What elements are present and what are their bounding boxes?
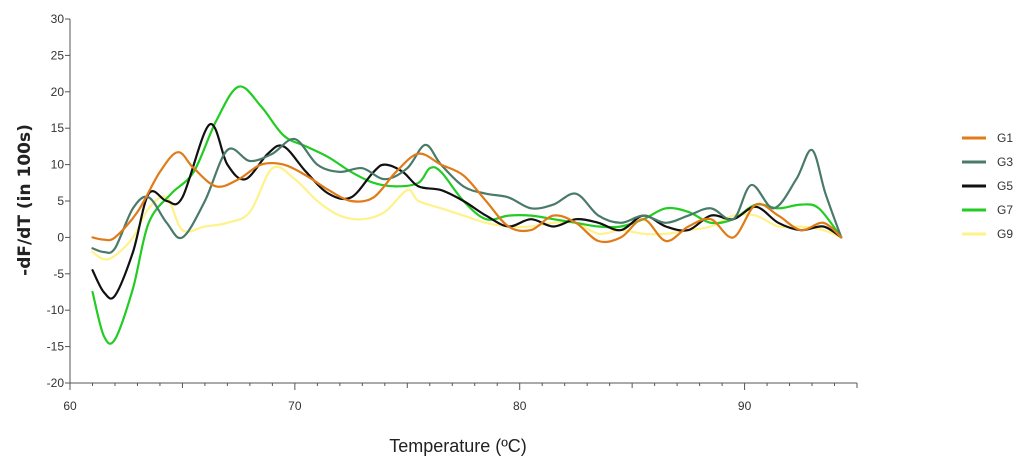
y-tick-label: 5: [57, 194, 64, 208]
y-tick-label: 30: [51, 12, 65, 26]
y-tick-label: 25: [51, 48, 65, 62]
y-tick-label: 10: [51, 158, 65, 172]
x-axis-label: Temperature (ºC): [389, 436, 527, 456]
y-tick-label: -5: [53, 267, 64, 281]
legend-label-g3: G3: [997, 155, 1013, 169]
series-line-g3: [91, 137, 843, 254]
x-tick-label: 80: [513, 399, 527, 413]
x-tick-label: 70: [288, 399, 302, 413]
y-tick-label: 15: [51, 121, 65, 135]
y-tick-label: -20: [47, 376, 65, 390]
series-line-g9: [91, 165, 843, 261]
x-tick-label: 90: [738, 399, 752, 413]
legend-label-g5: G5: [997, 179, 1013, 193]
y-axis-label: -dF/dT (in 100s): [15, 124, 35, 276]
legend-label-g7: G7: [997, 203, 1013, 217]
legend-label-g1: G1: [997, 131, 1013, 145]
legend: G1 G3 G5 G7 G9: [962, 131, 1013, 241]
y-tick-label: -15: [47, 340, 65, 354]
x-tick-label: 60: [63, 399, 77, 413]
series-line-g5: [91, 123, 843, 300]
series-layer: [91, 85, 843, 345]
y-tick-label: -10: [47, 303, 65, 317]
axes: -20 -15 -10 -5 0 5 10 15 20 25 30 60 70 80 90: [47, 12, 858, 413]
series-line-g1: [91, 151, 843, 244]
series-line-g7: [91, 85, 843, 345]
y-tick-label: 20: [51, 85, 65, 99]
legend-label-g9: G9: [997, 227, 1013, 241]
y-tick-label: 0: [57, 230, 64, 244]
